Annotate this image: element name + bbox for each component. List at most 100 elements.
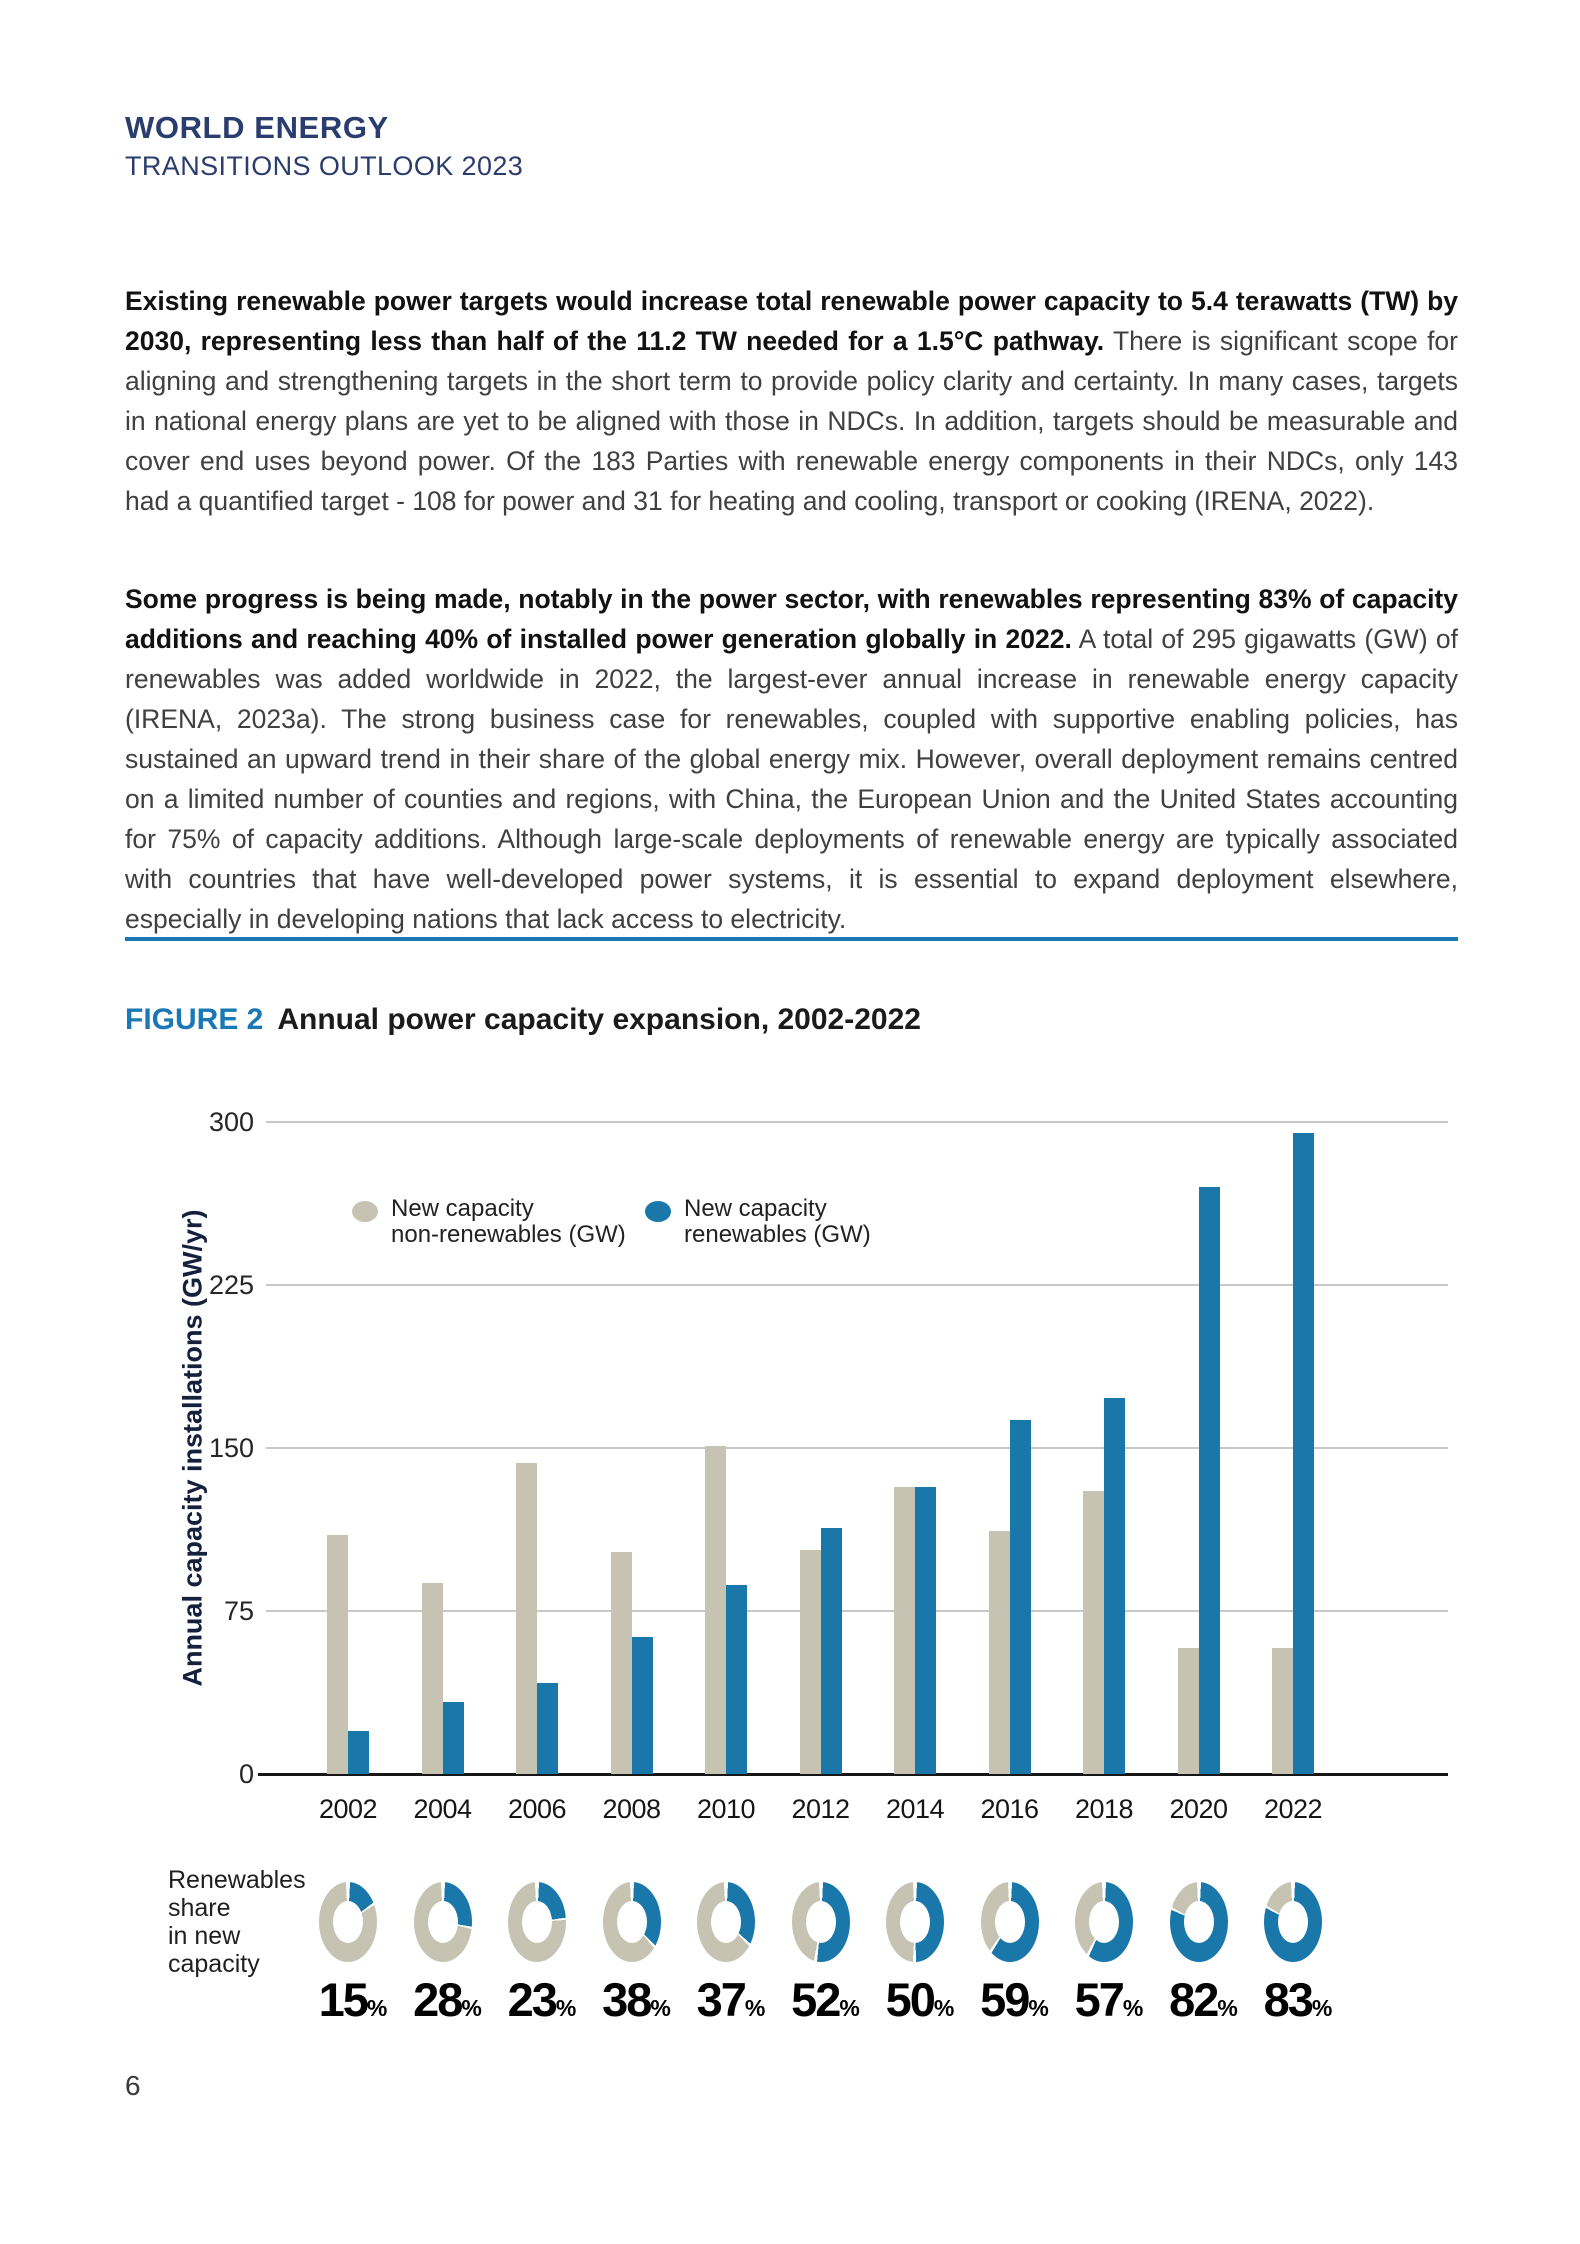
share-pct-value: 15: [318, 1973, 369, 2026]
bar-renewables-2010: [726, 1584, 747, 1774]
masthead-title: WORLD ENERGY: [125, 110, 389, 145]
bar-renewables-2002: [348, 1730, 369, 1774]
share-pct-value: 59: [980, 1973, 1030, 2026]
share-donut-hole: [1278, 1901, 1308, 1943]
percent-sign: %: [1217, 1995, 1238, 2021]
share-pct-2022: 83%: [1243, 1972, 1353, 2027]
share-pct-2006: 23%: [487, 1972, 597, 2027]
bar-nonrenewables-2018: [1083, 1491, 1104, 1774]
share-donut-2022: [1264, 1882, 1322, 1962]
percent-sign: %: [366, 1995, 388, 2021]
year-label-2010: 2010: [696, 1794, 756, 1824]
percent-sign: %: [839, 1995, 860, 2021]
bar-nonrenewables-2022: [1272, 1647, 1293, 1774]
percent-sign: %: [650, 1995, 671, 2021]
renewables-share-label: Renewables share in new capacity: [168, 1866, 306, 1978]
chart-legend: New capacity non-renewables (GW) New cap…: [352, 1196, 871, 1248]
bar-nonrenewables-2010: [705, 1445, 726, 1774]
bar-renewables-2012: [820, 1528, 842, 1774]
percent-sign: %: [461, 1995, 482, 2021]
bar-renewables-2006: [537, 1682, 558, 1774]
legend-label-line2: non-renewables (GW): [391, 1221, 626, 1248]
legend-label-line1: New capacity: [684, 1195, 827, 1222]
bar-nonrenewables-2008: [610, 1552, 632, 1774]
share-pct-value: 52: [791, 1973, 841, 2026]
year-label-2020: 2020: [1169, 1794, 1228, 1824]
paragraph-progress-body: A total of 295 gigawatts (GW) of renewab…: [125, 623, 1458, 934]
year-label-2012: 2012: [791, 1794, 850, 1824]
masthead-subtitle: TRANSITIONS OUTLOOK 2023: [125, 151, 524, 181]
percent-sign: %: [1311, 1995, 1333, 2021]
paragraph-targets-lead: Existing renewable power targets would i…: [125, 285, 1458, 356]
bar-renewables-2018: [1104, 1398, 1125, 1774]
share-donut-2012: [791, 1882, 850, 1962]
legend-label-line2: renewables (GW): [684, 1221, 871, 1248]
year-label-2002: 2002: [318, 1794, 378, 1824]
paragraph-progress-lead: Some progress is being made, notably in …: [125, 583, 1458, 654]
bar-nonrenewables-2016: [988, 1530, 1010, 1774]
y-tick-0: 0: [238, 1759, 254, 1789]
bar-nonrenewables-2012: [799, 1550, 821, 1774]
bar-renewables-2022: [1293, 1132, 1314, 1774]
y-tick-150: 150: [208, 1433, 254, 1463]
year-label-2014: 2014: [885, 1794, 945, 1824]
share-donut-2006: [508, 1882, 566, 1962]
share-donut-hole: [994, 1901, 1025, 1943]
share-pct-value: 23: [507, 1973, 558, 2026]
y-tick-75: 75: [223, 1596, 254, 1626]
bar-renewables-2008: [631, 1637, 653, 1774]
share-pct-2008: 38%: [582, 1972, 692, 2027]
gridline-300: [266, 1121, 1448, 1123]
share-pct-2020: 82%: [1149, 1972, 1259, 2027]
legend-label-line1: New capacity: [391, 1195, 534, 1222]
share-pct-value: 82: [1169, 1973, 1219, 2026]
figure-title: Annual power capacity expansion, 2002-20…: [277, 1003, 921, 1036]
share-pct-value: 83: [1263, 1973, 1314, 2026]
bar-renewables-2020: [1198, 1187, 1220, 1774]
gridline-225: [266, 1284, 1448, 1286]
paragraph-progress: Some progress is being made, notably in …: [125, 579, 1458, 939]
percent-sign: %: [933, 1995, 955, 2021]
share-pct-2018: 57%: [1054, 1972, 1164, 2027]
report-masthead: WORLD ENERGY TRANSITIONS OUTLOOK 2023: [125, 110, 523, 182]
bar-renewables-2014: [915, 1487, 936, 1774]
paragraph-targets-body: There is significant scope for aligning …: [125, 325, 1458, 516]
percent-sign: %: [555, 1995, 577, 2021]
bar-nonrenewables-2020: [1177, 1647, 1199, 1774]
year-label-2016: 2016: [980, 1794, 1039, 1824]
percent-sign: %: [1028, 1995, 1049, 2021]
share-donut-2016: [980, 1882, 1039, 1962]
share-pct-2010: 37%: [676, 1972, 786, 2027]
percent-sign: %: [1122, 1995, 1144, 2021]
bar-nonrenewables-2014: [894, 1487, 915, 1774]
share-pct-value: 38: [602, 1973, 652, 2026]
share-donut-2008: [602, 1882, 661, 1962]
bar-renewables-2004: [442, 1702, 464, 1774]
page-number: 6: [125, 2070, 141, 2101]
year-label-2008: 2008: [602, 1794, 661, 1824]
share-pct-2004: 28%: [393, 1972, 503, 2027]
share-donut-2014: [886, 1882, 944, 1962]
share-donut-2004: [413, 1882, 472, 1962]
share-donut-hole: [522, 1901, 552, 1943]
share-donut-hole: [1089, 1901, 1119, 1943]
legend-dot-renewables-icon: [645, 1201, 671, 1222]
share-donut-hole: [900, 1901, 930, 1943]
share-pct-value: 28: [413, 1973, 463, 2026]
share-donut-hole: [1183, 1901, 1214, 1943]
legend-label-nonrenewables: New capacity non-renewables (GW): [391, 1196, 626, 1248]
legend-label-renewables: New capacity renewables (GW): [684, 1196, 871, 1248]
year-label-2006: 2006: [507, 1794, 567, 1824]
legend-dot-nonrenewables-icon: [352, 1201, 378, 1222]
gridline-150: [266, 1447, 1448, 1449]
share-donut-2018: [1075, 1882, 1133, 1962]
figure-number-label: FIGURE 2: [125, 1003, 264, 1036]
share-pct-2002: 15%: [298, 1972, 408, 2027]
share-donut-hole: [805, 1901, 836, 1943]
gridline-75: [266, 1610, 1448, 1612]
share-donut-hole: [427, 1901, 458, 1943]
share-pct-value: 50: [885, 1973, 936, 2026]
share-donut-hole: [616, 1901, 647, 1943]
percent-sign: %: [744, 1995, 766, 2021]
bar-nonrenewables-2006: [516, 1463, 537, 1774]
